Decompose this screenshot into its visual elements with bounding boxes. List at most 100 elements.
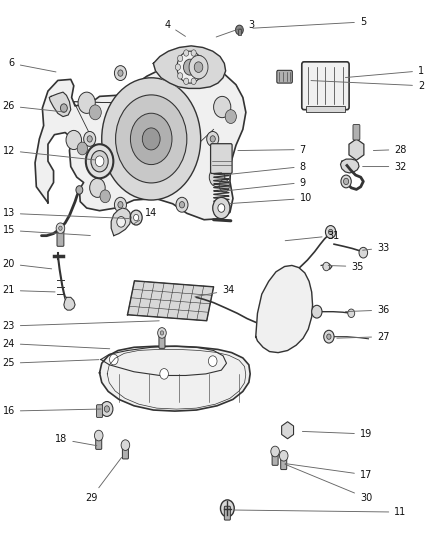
- Circle shape: [199, 64, 205, 70]
- Circle shape: [324, 330, 334, 343]
- Circle shape: [327, 334, 331, 340]
- FancyBboxPatch shape: [211, 144, 232, 173]
- Circle shape: [95, 156, 104, 166]
- Polygon shape: [64, 297, 75, 310]
- FancyBboxPatch shape: [353, 125, 360, 140]
- Circle shape: [77, 142, 88, 155]
- Text: 19: 19: [302, 429, 372, 439]
- FancyBboxPatch shape: [281, 456, 287, 470]
- Text: 13: 13: [3, 208, 129, 219]
- Text: 9: 9: [227, 177, 306, 191]
- Circle shape: [130, 210, 142, 225]
- Circle shape: [184, 78, 189, 85]
- Bar: [306, 106, 345, 112]
- Circle shape: [104, 406, 110, 412]
- Circle shape: [91, 151, 108, 172]
- Text: 17: 17: [285, 464, 372, 480]
- Polygon shape: [340, 159, 359, 173]
- Text: 21: 21: [3, 286, 55, 295]
- Circle shape: [131, 113, 172, 165]
- Circle shape: [225, 110, 237, 124]
- Polygon shape: [153, 46, 226, 88]
- Circle shape: [160, 331, 164, 335]
- FancyBboxPatch shape: [96, 405, 102, 417]
- Circle shape: [100, 190, 110, 203]
- Text: 5: 5: [253, 17, 366, 28]
- Text: 28: 28: [373, 144, 406, 155]
- Circle shape: [214, 96, 231, 118]
- Circle shape: [197, 55, 202, 62]
- Text: 30: 30: [285, 464, 372, 503]
- Text: 8: 8: [225, 161, 306, 175]
- Text: 1: 1: [346, 66, 424, 77]
- Circle shape: [84, 132, 96, 147]
- Text: 18: 18: [55, 434, 97, 446]
- Circle shape: [110, 354, 118, 365]
- Circle shape: [121, 440, 130, 450]
- Text: 35: 35: [328, 262, 364, 271]
- Circle shape: [59, 226, 62, 230]
- FancyBboxPatch shape: [272, 451, 278, 465]
- Circle shape: [210, 136, 215, 142]
- Polygon shape: [256, 265, 313, 353]
- Circle shape: [191, 78, 196, 85]
- Circle shape: [323, 262, 330, 271]
- Circle shape: [60, 104, 67, 112]
- Circle shape: [87, 136, 92, 142]
- Text: 34: 34: [195, 286, 234, 297]
- Circle shape: [184, 59, 196, 75]
- Text: 14: 14: [134, 208, 157, 223]
- Text: 12: 12: [3, 146, 95, 160]
- Circle shape: [328, 229, 333, 235]
- Circle shape: [90, 178, 105, 197]
- Circle shape: [118, 201, 123, 208]
- Circle shape: [207, 132, 219, 147]
- Text: 10: 10: [229, 193, 312, 204]
- FancyBboxPatch shape: [122, 445, 128, 459]
- Circle shape: [177, 72, 183, 79]
- Circle shape: [175, 64, 180, 70]
- Polygon shape: [282, 422, 293, 439]
- Circle shape: [325, 225, 336, 238]
- Text: 4: 4: [164, 20, 185, 36]
- Polygon shape: [127, 281, 214, 321]
- Circle shape: [341, 175, 351, 188]
- Circle shape: [142, 128, 160, 150]
- Polygon shape: [349, 139, 364, 160]
- Circle shape: [102, 78, 201, 200]
- Circle shape: [208, 356, 217, 367]
- Text: 20: 20: [3, 259, 52, 269]
- Text: 24: 24: [3, 338, 110, 349]
- Text: 16: 16: [3, 406, 101, 416]
- Circle shape: [114, 197, 127, 212]
- Text: 3: 3: [216, 20, 254, 37]
- Text: 32: 32: [363, 161, 406, 172]
- Text: 15: 15: [3, 225, 90, 236]
- Circle shape: [160, 368, 169, 379]
- FancyBboxPatch shape: [302, 62, 349, 110]
- Circle shape: [180, 70, 184, 76]
- Circle shape: [114, 66, 127, 80]
- Circle shape: [189, 55, 208, 79]
- Circle shape: [78, 92, 95, 114]
- FancyBboxPatch shape: [159, 333, 165, 349]
- Circle shape: [158, 328, 166, 338]
- Text: 36: 36: [346, 305, 389, 315]
- Circle shape: [95, 430, 103, 441]
- Circle shape: [279, 450, 288, 461]
- Polygon shape: [99, 346, 250, 411]
- Circle shape: [56, 223, 65, 233]
- Circle shape: [177, 55, 183, 62]
- Text: 11: 11: [233, 507, 406, 517]
- Circle shape: [89, 105, 101, 120]
- Text: 31: 31: [285, 231, 340, 241]
- Circle shape: [236, 25, 243, 35]
- Text: 23: 23: [3, 321, 159, 331]
- Text: 29: 29: [85, 457, 122, 503]
- Circle shape: [180, 201, 184, 208]
- Circle shape: [348, 309, 355, 318]
- Circle shape: [118, 70, 123, 76]
- Circle shape: [220, 500, 234, 517]
- Circle shape: [312, 305, 322, 318]
- Circle shape: [359, 247, 367, 258]
